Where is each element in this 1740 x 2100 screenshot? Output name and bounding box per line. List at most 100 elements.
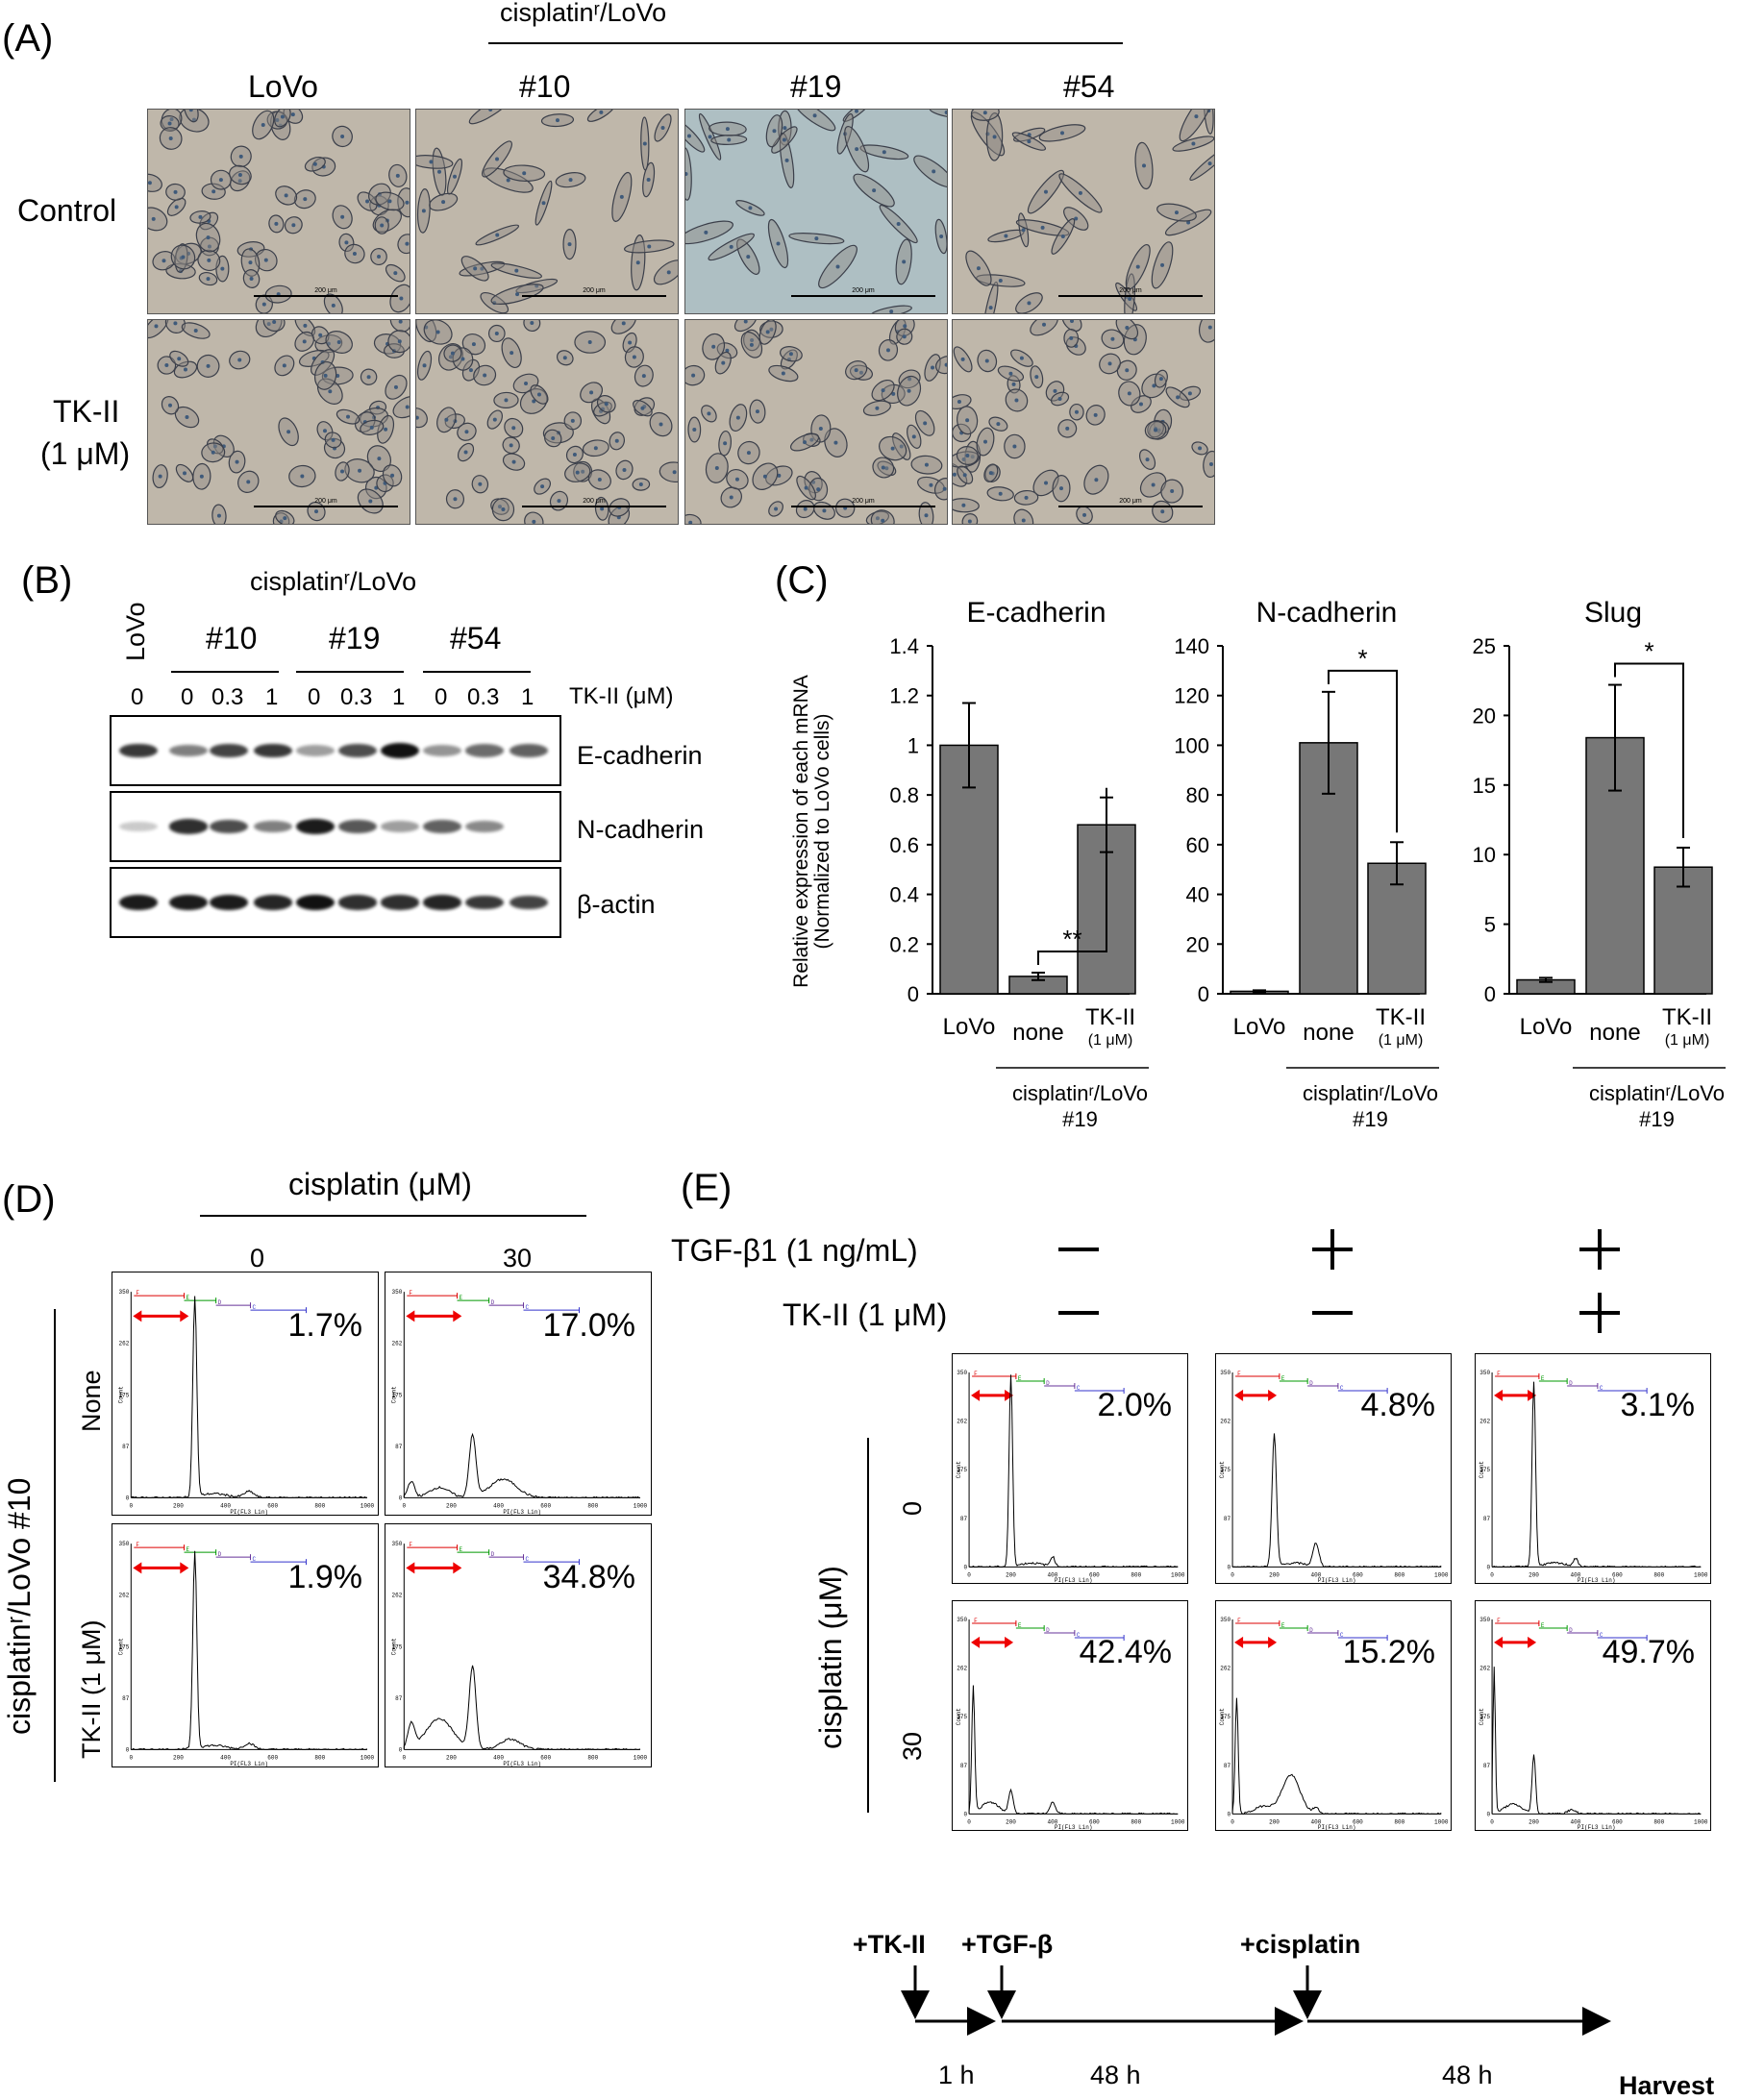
lane-dose-4: 0 <box>308 684 321 710</box>
facs-gate-label: C <box>1077 1632 1081 1639</box>
facs-y-tick: 0 <box>399 1746 403 1753</box>
panel-d-dose-30: 30 <box>503 1244 533 1272</box>
subg1-percent: 42.4% <box>1079 1634 1172 1670</box>
facs-gate-label: E <box>1541 1375 1545 1382</box>
facs-gate-label: E <box>1281 1375 1285 1382</box>
facs-y-label: Count <box>1479 1461 1485 1478</box>
panel-b-clone-10: #10 <box>206 621 258 655</box>
x-label-none: none <box>1012 1020 1063 1046</box>
sign-vertical <box>1598 1293 1602 1333</box>
y-tick-label: 120 <box>1174 684 1209 708</box>
panel-d-dose-0: 0 <box>250 1244 265 1272</box>
subg1-percent: 17.0% <box>542 1307 635 1344</box>
blot-1 <box>110 791 561 862</box>
blot-label-ncadherin: N-cadherin <box>577 815 705 844</box>
sign-horizontal <box>1058 1311 1099 1315</box>
facs-x-label: PI(FL3 Lin) <box>503 1761 541 1766</box>
blot-band <box>296 819 335 834</box>
significance-mark: * <box>1357 644 1367 673</box>
facs-x-tick: 1000 <box>634 1754 648 1761</box>
blot-band <box>465 895 504 910</box>
facs-gate-label: E <box>460 1295 463 1301</box>
facs-x-label: PI(FL3 Lin) <box>230 1509 268 1515</box>
blot-band <box>423 820 461 833</box>
histogram-trace <box>1492 1381 1702 1569</box>
lane-dose-1: 0 <box>181 684 194 710</box>
facs-y-tick: 350 <box>1479 1370 1490 1376</box>
facs-x-tick: 200 <box>1269 1571 1280 1578</box>
significance-bracket <box>1328 669 1398 833</box>
facs-gate-label: F <box>409 1290 412 1297</box>
facs-y-tick: 0 <box>1486 1811 1490 1817</box>
panel-b-line-19 <box>296 671 404 673</box>
facs-x-tick: 400 <box>493 1502 504 1509</box>
facs-x-label: PI(FL3 Lin) <box>1578 1824 1616 1830</box>
svg-text:200 μm: 200 μm <box>583 287 606 294</box>
significance-mark: * <box>1644 637 1653 666</box>
x-label-lovo: LoVo <box>1520 1014 1573 1040</box>
timeline-step-cisplatin: +cisplatin <box>1240 1930 1361 1959</box>
facs-y-tick: 262 <box>1220 1419 1230 1425</box>
micrograph-r1-c0: 200 μm <box>147 319 410 525</box>
facs-y-tick: 0 <box>963 1811 967 1817</box>
blot-band <box>338 743 377 758</box>
y-tick-label: 100 <box>1174 733 1209 757</box>
facs-y-tick: 0 <box>399 1495 403 1501</box>
facs-gate-label: C <box>1340 1385 1344 1392</box>
panel-e-tk-label: TK-II (1 μM) <box>783 1297 948 1332</box>
facs-x-tick: 1000 <box>1694 1818 1708 1825</box>
facs-x-tick: 200 <box>446 1754 457 1761</box>
subg1-percent: 49.7% <box>1602 1634 1695 1670</box>
facs-x-tick: 200 <box>1529 1818 1539 1825</box>
y-tick-label: 140 <box>1174 634 1209 658</box>
facs-gate-label: F <box>1497 1371 1501 1377</box>
facs-y-tick: 0 <box>1227 1811 1230 1817</box>
facs-y-tick: 175 <box>957 1714 967 1720</box>
facs-gate-label: F <box>136 1290 139 1297</box>
facs-d-0: 0 200 400 600 800 1000 0 87 175 262 350 PI(FL3 Lin)… <box>112 1272 379 1516</box>
blot-band <box>119 895 158 910</box>
facs-y-tick: 262 <box>1479 1419 1490 1425</box>
chart-title-2: Slug <box>1584 597 1642 629</box>
y-tick-label: 0.4 <box>889 883 919 907</box>
x-label-dose: (1 μM) <box>1665 1032 1710 1049</box>
panel-b-dose-label: TK-II (μM) <box>569 683 674 709</box>
facs-x-tick: 0 <box>403 1754 407 1761</box>
histogram-trace <box>968 1374 1179 1568</box>
blot-label-ecadherin: E-cadherin <box>577 741 703 770</box>
facs-x-tick: 200 <box>1529 1571 1539 1578</box>
facs-x-tick: 600 <box>1089 1818 1100 1825</box>
micrograph-r0-c3: 200 μm <box>952 109 1215 314</box>
svg-text:200 μm: 200 μm <box>1119 498 1142 505</box>
timeline-harvest: Harvest <box>1619 2071 1715 2100</box>
facs-e-r1-c0: 0 200 400 600 800 1000 0 87 175 262 350 PI(FL3 Lin)… <box>952 1600 1188 1831</box>
micrograph-r0-c0: 200 μm <box>147 109 410 314</box>
group-label-2: #19 <box>1062 1107 1098 1131</box>
subg1-percent: 2.0% <box>1097 1387 1173 1423</box>
significance-bracket <box>1037 787 1107 966</box>
timeline-step-tgf: +TGF-β <box>961 1930 1054 1959</box>
timeline-duration-48h-b: 48 h <box>1442 2061 1493 2089</box>
facs-x-tick: 200 <box>173 1754 184 1761</box>
facs-y-tick: 0 <box>1227 1564 1230 1570</box>
subg1-percent: 1.7% <box>287 1307 363 1344</box>
facs-x-tick: 1000 <box>1434 1818 1449 1825</box>
facs-gate-label: E <box>1541 1622 1545 1629</box>
svg-text:200 μm: 200 μm <box>314 498 337 505</box>
x-label-tkii: TK-II <box>1085 1004 1135 1030</box>
y-axis-label-2: (Normalized to LoVo cells) <box>811 713 833 949</box>
y-tick-label: 0 <box>907 982 919 1006</box>
panel-e-side-label: cisplatin (μM) <box>813 1566 848 1749</box>
y-tick-label: 0.8 <box>889 783 919 807</box>
facs-e-r1-c2: 0 200 400 600 800 1000 0 87 175 262 350 PI(FL3 Lin)… <box>1475 1600 1711 1831</box>
facs-x-label: PI(FL3 Lin) <box>1055 1577 1093 1583</box>
blot-label-bactin: β-actin <box>577 890 656 919</box>
panel-a-row-control: Control <box>17 193 117 228</box>
bar-TK-II <box>1653 866 1713 995</box>
group-label: cisplatinʳ/LoVo <box>1012 1081 1148 1105</box>
facs-y-tick: 0 <box>963 1564 967 1570</box>
facs-gate-label: F <box>974 1618 978 1624</box>
facs-d-1: 0 200 400 600 800 1000 0 87 175 262 350 PI(FL3 Lin)… <box>385 1272 652 1516</box>
facs-y-tick: 350 <box>1220 1370 1230 1376</box>
panel-e-row-30: 30 <box>898 1731 927 1761</box>
